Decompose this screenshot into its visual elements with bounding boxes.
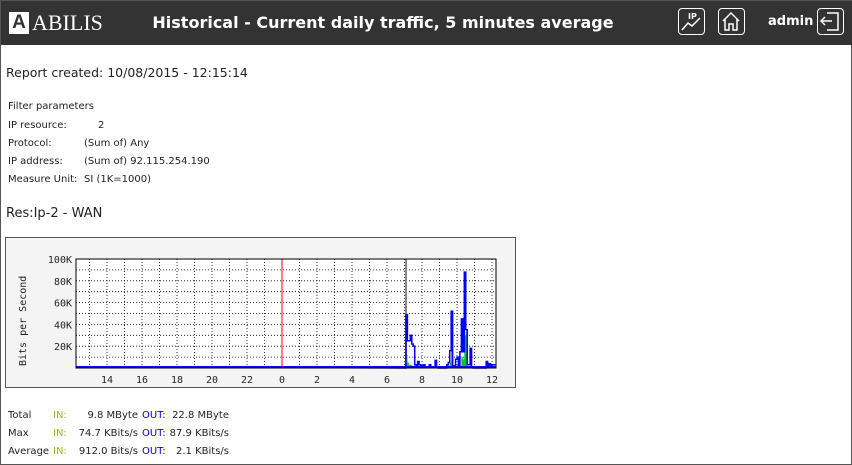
filter-label: IP resource:	[8, 120, 67, 131]
out-label: OUT:	[142, 410, 166, 421]
report-created: Report created: 10/08/2015 - 12:15:14	[6, 65, 248, 80]
out-label: OUT:	[142, 428, 166, 439]
in-label: IN:	[53, 446, 67, 457]
filter-label: Measure Unit:	[8, 174, 78, 185]
filter-value: SI (1K=1000)	[84, 174, 152, 185]
resource-title: Res:Ip-2 - WAN	[6, 206, 103, 221]
x-tick-label: 14	[101, 375, 113, 386]
x-tick-label: 0	[279, 375, 285, 386]
filter-value: (Sum of) 92.115.254.190	[84, 156, 210, 167]
filter-label: IP address:	[8, 156, 63, 167]
ip-graph-icon: IP	[681, 12, 701, 31]
summary-label: Total	[8, 410, 32, 421]
y-axis-label: Bits per Second	[18, 276, 29, 366]
in-label: IN:	[53, 428, 67, 439]
x-tick-label: 12	[486, 375, 498, 386]
y-tick-label: 80K	[54, 277, 72, 288]
traffic-chart-svg: 20K 40K 60K 80K 100K 14 16 18 20 22 0 2 4 6 8 10 12 Bits …	[18, 255, 498, 386]
out-value: 87.9 KBits/s	[169, 428, 229, 439]
header-bar: A ABILIS Historical - Current daily traff…	[1, 1, 852, 45]
home-icon	[722, 11, 740, 31]
svg-text:IP: IP	[688, 12, 697, 21]
x-tick-label: 18	[171, 375, 183, 386]
traffic-chart: 20K 40K 60K 80K 100K 14 16 18 20 22 0 2 4 6 8 10 12 Bits …	[5, 237, 516, 388]
out-value: 22.8 MByte	[172, 410, 229, 421]
y-tick-label: 40K	[54, 320, 72, 331]
in-value: 912.0 Bits/s	[78, 446, 138, 457]
x-tick-label: 10	[451, 375, 463, 386]
y-tick-label: 20K	[54, 342, 72, 353]
filter-heading: Filter parameters	[8, 101, 94, 112]
filter-value: (Sum of) Any	[84, 138, 150, 149]
x-tick-label: 20	[206, 375, 218, 386]
out-label: OUT:	[142, 446, 166, 457]
page-title: Historical - Current daily traffic, 5 mi…	[152, 13, 614, 32]
y-tick-label: 60K	[54, 299, 72, 310]
summary-label: Average	[8, 446, 50, 457]
series-out-line	[75, 271, 497, 369]
summary-label: Max	[8, 428, 29, 439]
y-tick-label: 100K	[48, 255, 72, 266]
x-tick-label: 8	[419, 375, 425, 386]
in-label: IN:	[53, 410, 67, 421]
out-value: 2.1 KBits/s	[176, 446, 229, 457]
x-tick-label: 16	[136, 375, 148, 386]
x-tick-label: 2	[314, 375, 320, 386]
plot-border	[75, 258, 497, 369]
ip-chart-button[interactable]: IP	[678, 8, 705, 35]
in-value: 74.7 KBits/s	[78, 428, 138, 439]
user-name: admin	[768, 14, 814, 29]
filter-value: 2	[98, 120, 105, 131]
abilis-logo[interactable]: A ABILIS	[9, 10, 103, 36]
logout-icon	[819, 12, 839, 31]
x-tick-label: 6	[384, 375, 390, 386]
x-tick-label: 22	[241, 375, 253, 386]
in-value: 9.8 MByte	[87, 410, 138, 421]
filter-label: Protocol:	[8, 138, 52, 149]
x-tick-label: 4	[349, 375, 355, 386]
logout-button[interactable]	[817, 8, 844, 35]
home-button[interactable]	[718, 8, 745, 35]
